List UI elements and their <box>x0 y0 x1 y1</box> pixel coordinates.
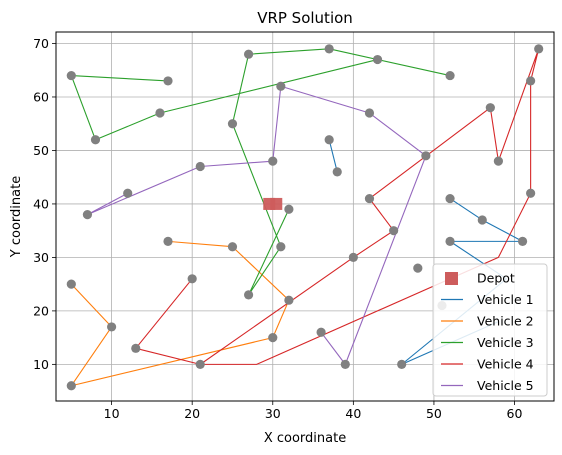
axis-ticks: 10 20 30 40 50 60 10 20 30 40 50 60 70 <box>33 36 522 421</box>
y-tick-label: 60 <box>33 89 49 104</box>
customer-point <box>348 252 358 263</box>
customer-point <box>324 135 334 145</box>
customer-point <box>90 135 101 145</box>
x-tick-label: 10 <box>104 406 120 421</box>
legend-entry: Vehicle 1 <box>477 292 534 307</box>
x-tick-label: 20 <box>184 406 200 421</box>
customer-point <box>372 54 383 65</box>
customer-point <box>268 156 278 166</box>
legend-box <box>432 263 548 397</box>
x-tick-label: 40 <box>345 406 361 421</box>
route-vehicle-1 <box>328 139 338 172</box>
plot-frame <box>55 31 555 402</box>
customer-point <box>107 322 117 332</box>
customer-point <box>332 167 342 177</box>
depot-marker <box>270 197 283 210</box>
customer-point <box>413 263 423 273</box>
customer-point <box>227 242 238 252</box>
chart-title: VRP Solution <box>257 9 353 27</box>
customer-point <box>276 242 286 252</box>
customer-point <box>66 381 76 391</box>
x-tick-label: 30 <box>265 406 281 421</box>
customer-point <box>445 236 455 246</box>
customer-point <box>493 156 503 166</box>
customer-point <box>66 70 76 81</box>
customer-point <box>268 333 278 343</box>
y-tick-label: 30 <box>33 250 49 265</box>
y-tick-label: 50 <box>33 143 49 158</box>
y-tick-label: 20 <box>33 303 49 318</box>
legend-entry: Vehicle 3 <box>477 335 534 350</box>
legend: Depot Vehicle 1 Vehicle 2 Vehicle 3 Vehicle … <box>432 263 548 397</box>
legend-entry: Vehicle 4 <box>477 357 534 372</box>
customer-point <box>445 193 455 204</box>
customer-point <box>534 44 544 54</box>
legend-entry: Depot <box>477 271 515 286</box>
y-tick-label: 40 <box>33 196 49 211</box>
customer-point <box>284 295 294 305</box>
customer-point <box>517 236 528 246</box>
customer-point <box>477 215 487 225</box>
customer-point <box>66 279 76 289</box>
customer-point <box>82 210 93 220</box>
customer-point <box>526 188 536 198</box>
customer-point <box>243 290 254 300</box>
customer-point <box>187 274 197 284</box>
customer-point <box>195 161 205 172</box>
customer-point <box>123 188 133 198</box>
y-tick-label: 70 <box>33 36 49 51</box>
customer-point <box>316 327 326 337</box>
y-axis-label: Y coordinate <box>9 176 24 258</box>
customer-point <box>389 226 399 236</box>
route-vehicle-3 <box>71 75 169 82</box>
customer-point <box>243 49 254 59</box>
customer-point <box>340 359 350 369</box>
customer-point <box>227 119 238 129</box>
customer-point <box>526 76 536 86</box>
customer-point <box>284 204 294 214</box>
customer-point <box>131 343 141 353</box>
grid <box>56 32 554 401</box>
legend-entry: Vehicle 5 <box>477 378 534 393</box>
route-vehicle-5 <box>87 192 128 216</box>
customer-point <box>421 151 431 161</box>
customer-point <box>163 236 173 246</box>
customer-point <box>324 44 334 54</box>
x-tick-label: 60 <box>507 406 523 421</box>
depot-markers <box>263 197 283 210</box>
customer-point <box>397 359 407 369</box>
customer-point <box>485 103 495 113</box>
customer-point <box>155 108 165 118</box>
legend-depot-swatch <box>445 272 458 285</box>
customer-point <box>364 193 375 204</box>
x-axis-label: X coordinate <box>264 431 346 446</box>
customer-point <box>364 108 375 118</box>
customer-point <box>276 81 286 91</box>
customer-point <box>163 76 173 86</box>
customer-point <box>195 359 205 369</box>
x-tick-label: 50 <box>426 406 442 421</box>
legend-entry: Vehicle 2 <box>477 314 534 329</box>
y-tick-label: 10 <box>33 357 49 372</box>
route-vehicle-5 <box>87 85 427 365</box>
customer-point <box>445 70 455 81</box>
route-vehicle-4 <box>135 48 540 365</box>
